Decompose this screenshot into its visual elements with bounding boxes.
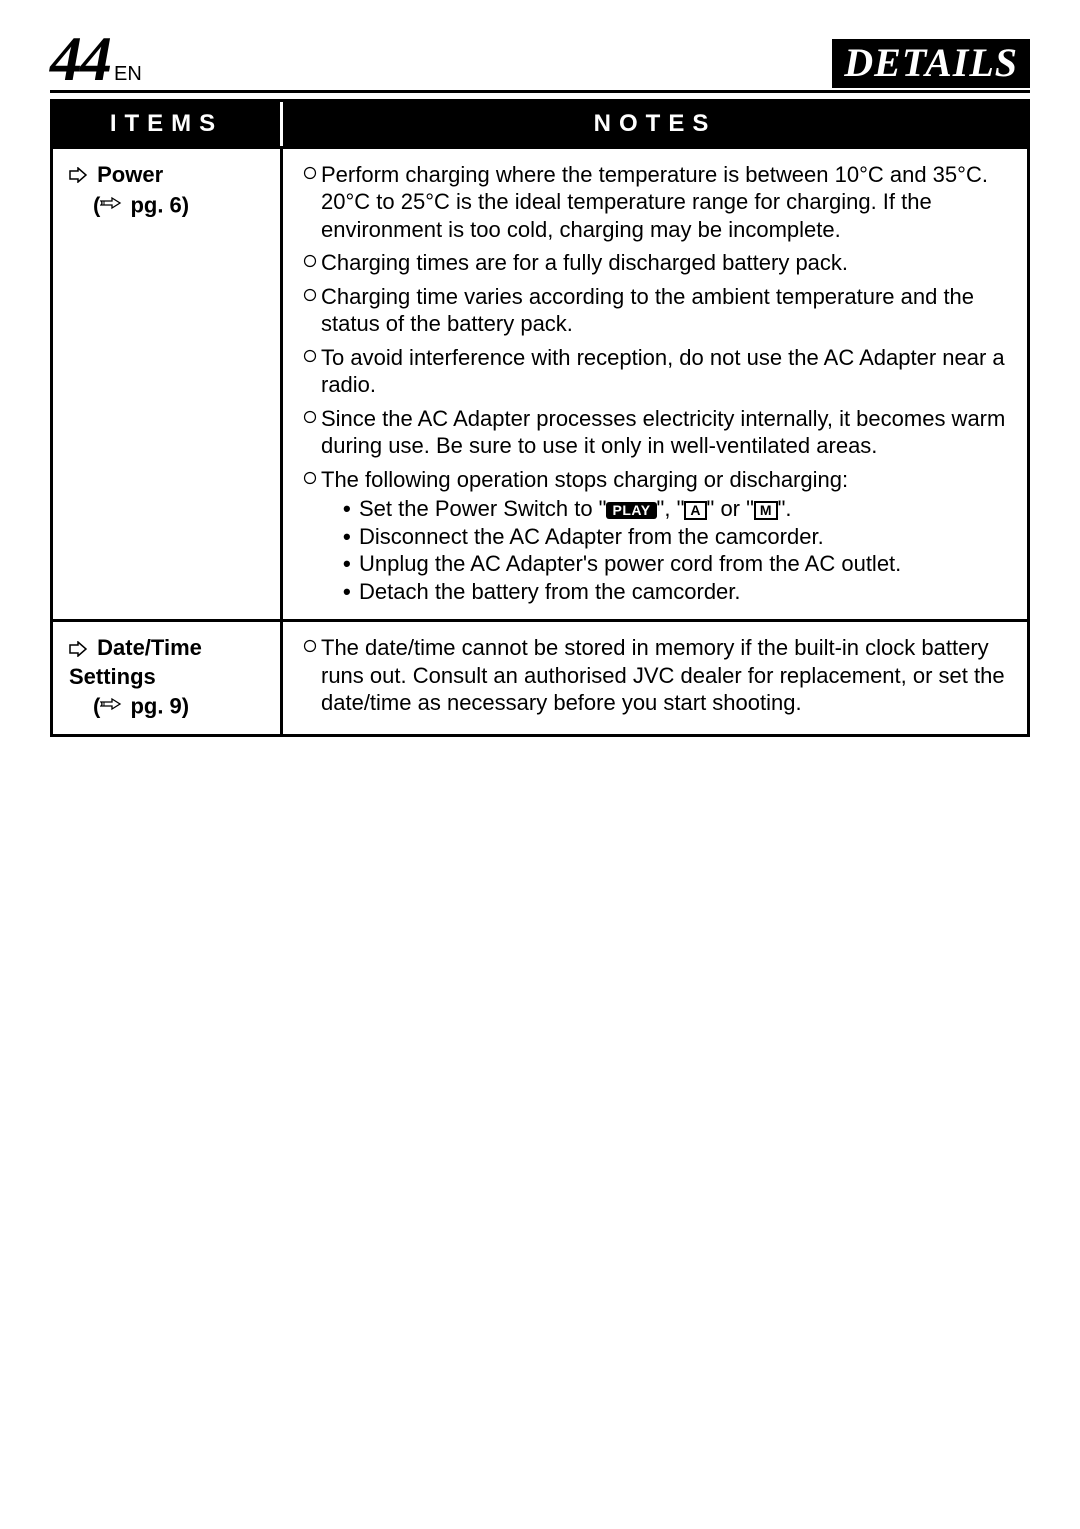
sub-item: • Disconnect the AC Adapter from the cam… <box>343 523 1011 551</box>
header-items: ITEMS <box>53 102 283 146</box>
note-item: Since the AC Adapter processes electrici… <box>299 405 1011 460</box>
arrow-right-icon <box>69 162 87 190</box>
circle-marker-icon <box>299 344 321 363</box>
sub-text: Detach the battery from the camcorder. <box>359 578 1011 606</box>
section-title-block: DETAILS <box>832 39 1030 88</box>
arrow-right-icon <box>69 636 87 664</box>
note-item: The following operation stops charging o… <box>299 466 1011 606</box>
note-item: Perform charging where the temperature i… <box>299 161 1011 244</box>
notes-cell: Perform charging where the temperature i… <box>283 146 1027 620</box>
manual-page: 44 EN DETAILS ITEMS NOTES Power ( pg. 6) <box>0 0 1080 767</box>
item-page-ref: ( pg. 6) <box>93 190 264 219</box>
circle-marker-icon <box>299 466 321 485</box>
table-row: Date/TimeSettings ( pg. 9) The date/time… <box>53 619 1027 733</box>
item-title: Date/TimeSettings <box>69 635 202 689</box>
sub-text: Unplug the AC Adapter's power cord from … <box>359 550 1011 578</box>
sub-item: • Detach the battery from the camcorder. <box>343 578 1011 606</box>
note-text: To avoid interference with reception, do… <box>321 344 1011 399</box>
details-table: ITEMS NOTES Power ( pg. 6) Perform charg… <box>50 99 1030 737</box>
item-cell: Power ( pg. 6) <box>53 146 283 620</box>
pointer-icon <box>100 691 122 719</box>
page-number-group: 44 EN <box>50 30 142 88</box>
sub-text: Disconnect the AC Adapter from the camco… <box>359 523 1011 551</box>
note-text: Charging time varies according to the am… <box>321 283 1011 338</box>
sub-list: • Set the Power Switch to "PLAY", "A" or… <box>321 495 1011 605</box>
bullet-icon: • <box>343 495 359 523</box>
circle-marker-icon <box>299 634 321 653</box>
item-page-ref: ( pg. 9) <box>93 691 264 720</box>
circle-marker-icon <box>299 405 321 424</box>
manual-mode-box: M <box>754 501 778 520</box>
auto-mode-box: A <box>684 501 706 520</box>
page-language: EN <box>114 63 142 86</box>
note-item: The date/time cannot be stored in memory… <box>299 634 1011 717</box>
sub-item: • Set the Power Switch to "PLAY", "A" or… <box>343 495 1011 523</box>
note-text: The following operation stops charging o… <box>321 466 1011 606</box>
circle-marker-icon <box>299 249 321 268</box>
item-cell: Date/TimeSettings ( pg. 9) <box>53 619 283 733</box>
section-title: DETAILS <box>844 40 1018 85</box>
note-item: Charging time varies according to the am… <box>299 283 1011 338</box>
sub-text: Set the Power Switch to "PLAY", "A" or "… <box>359 495 1011 523</box>
notes-cell: The date/time cannot be stored in memory… <box>283 619 1027 733</box>
note-text: Charging times are for a fully discharge… <box>321 249 1011 277</box>
bullet-icon: • <box>343 523 359 551</box>
note-item: To avoid interference with reception, do… <box>299 344 1011 399</box>
table-row: Power ( pg. 6) Perform charging where th… <box>53 146 1027 620</box>
sub-item: • Unplug the AC Adapter's power cord fro… <box>343 550 1011 578</box>
bullet-icon: • <box>343 550 359 578</box>
note-text: Since the AC Adapter processes electrici… <box>321 405 1011 460</box>
circle-marker-icon <box>299 283 321 302</box>
note-text: The date/time cannot be stored in memory… <box>321 634 1011 717</box>
bullet-icon: • <box>343 578 359 606</box>
page-number: 44 <box>50 30 110 88</box>
note-text: Perform charging where the temperature i… <box>321 161 1011 244</box>
page-header: 44 EN DETAILS <box>50 30 1030 93</box>
pointer-icon <box>100 190 122 218</box>
item-title: Power <box>97 162 163 187</box>
circle-marker-icon <box>299 161 321 180</box>
play-mode-badge: PLAY <box>606 502 656 519</box>
header-notes: NOTES <box>283 102 1027 146</box>
note-item: Charging times are for a fully discharge… <box>299 249 1011 277</box>
